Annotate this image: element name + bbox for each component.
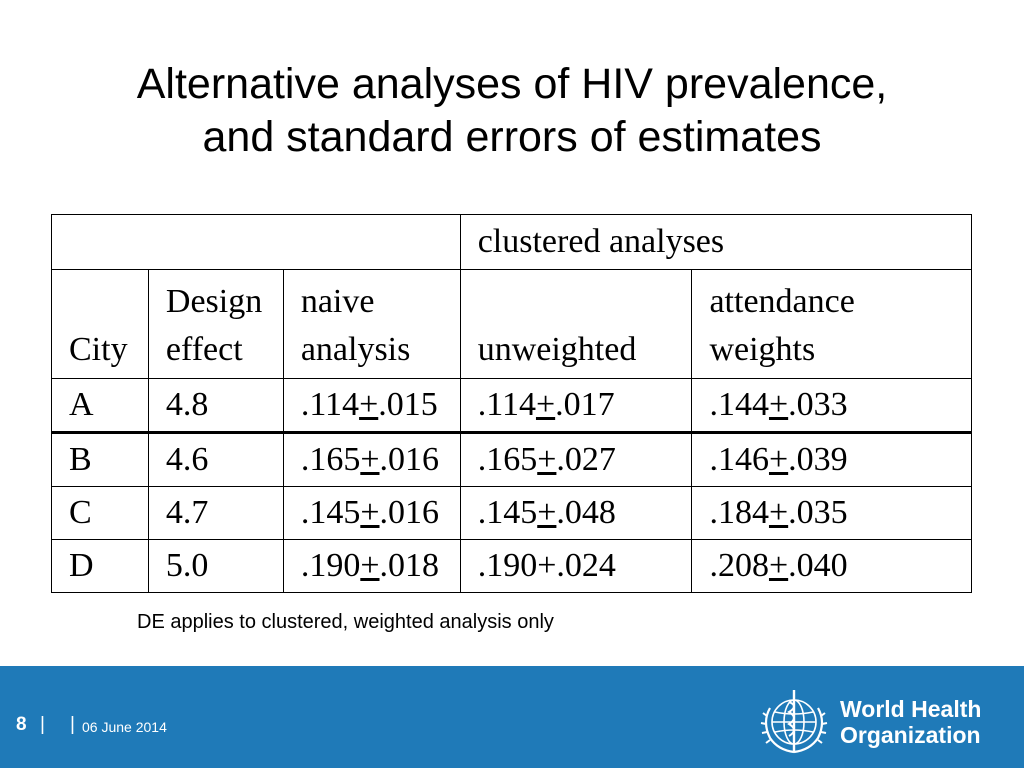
- estimate: .144: [709, 386, 769, 423]
- table-row: B 4.6 .165+.016 .165+.027 .146+.039: [51, 431, 972, 487]
- estimate: .208: [709, 547, 769, 584]
- design-header-line-1: Design: [165, 283, 263, 320]
- plus-minus: +: [359, 386, 379, 423]
- attendance-header-line-2: weights: [709, 331, 816, 368]
- who-wordmark: World Health Organization: [840, 696, 981, 748]
- table-group-header-row: clustered analyses: [51, 214, 973, 270]
- slide-footer: 8 | | 06 June 2014 World Health Organiza…: [0, 666, 1024, 768]
- design-effect-cell: 5.0: [147, 539, 284, 593]
- standard-error: .016: [379, 441, 440, 478]
- estimate: .165: [300, 441, 361, 478]
- plus-minus: +: [768, 547, 789, 584]
- standard-error: .033: [788, 386, 848, 423]
- design-effect-cell: 4.7: [147, 486, 284, 540]
- unweighted-header: unweighted: [459, 269, 693, 379]
- unweighted-cell: .114+.017: [459, 378, 693, 433]
- standard-error: .016: [379, 494, 440, 531]
- unweighted-cell: .145+.048: [459, 486, 693, 540]
- design-effect-cell: 4.6: [147, 431, 284, 487]
- footer-separator-2: |: [70, 714, 75, 735]
- empty-header-cell: [51, 214, 461, 270]
- table-column-header-row: City Design effect naive analysis unweight…: [51, 269, 972, 379]
- standard-error: .018: [379, 547, 440, 584]
- estimate: .145: [477, 494, 538, 531]
- naive-header-line-1: naive: [300, 283, 375, 320]
- attendance-weights-header: attendance weights: [691, 269, 972, 379]
- plus-minus: +: [360, 494, 380, 531]
- design-header-line-2: effect: [165, 331, 243, 368]
- estimate: .190: [477, 547, 538, 584]
- unweighted-cell: .165+.027: [459, 431, 693, 487]
- who-emblem-icon: [760, 690, 828, 754]
- standard-error: .024: [556, 547, 616, 584]
- standard-error: .039: [788, 441, 848, 478]
- standard-error: .017: [555, 386, 615, 423]
- estimate: .190: [300, 547, 361, 584]
- attendance-cell: .208+.040: [691, 539, 972, 593]
- title-line-1: Alternative analyses of HIV prevalence,: [136, 60, 888, 108]
- plus-minus: +: [768, 386, 789, 423]
- title-line-2: and standard errors of estimates: [202, 113, 822, 161]
- estimate: .114: [477, 386, 536, 423]
- estimate: .184: [709, 494, 769, 531]
- estimate: .165: [477, 441, 538, 478]
- standard-error: .035: [788, 494, 848, 531]
- estimate: .114: [300, 386, 360, 423]
- naive-analysis-header: naive analysis: [282, 269, 461, 379]
- attendance-cell: .184+.035: [691, 486, 972, 540]
- plus-minus: +: [535, 386, 556, 423]
- plus-minus: +: [537, 441, 557, 478]
- plus-minus: +: [768, 441, 789, 478]
- city-cell: D: [51, 539, 149, 593]
- standard-error: .048: [556, 494, 616, 531]
- standard-error: .027: [556, 441, 616, 478]
- city-cell: A: [51, 378, 149, 433]
- plus-minus: +: [360, 547, 380, 584]
- slide-title: Alternative analyses of HIV prevalence, …: [0, 58, 1024, 164]
- attendance-cell: .144+.033: [691, 378, 972, 433]
- clustered-analyses-header: clustered analyses: [459, 214, 973, 270]
- plus-sign: +: [537, 547, 557, 584]
- naive-cell: .190+.018: [282, 539, 461, 593]
- prevalence-table: clustered analyses City Design effect nai…: [51, 214, 973, 593]
- page-number: 8: [16, 714, 27, 735]
- city-cell: B: [51, 431, 149, 487]
- naive-cell: .145+.016: [282, 486, 461, 540]
- who-logo: World Health Organization: [756, 686, 1006, 758]
- plus-minus: +: [537, 494, 557, 531]
- footnote: DE applies to clustered, weighted analys…: [137, 611, 554, 633]
- table-row: C 4.7 .145+.016 .145+.048 .184+.035: [51, 486, 972, 540]
- standard-error: .040: [788, 547, 848, 584]
- design-effect-header: Design effect: [147, 269, 284, 379]
- plus-minus: +: [768, 494, 789, 531]
- attendance-header-line-1: attendance: [709, 283, 855, 320]
- naive-header-line-2: analysis: [300, 331, 411, 368]
- city-cell: C: [51, 486, 149, 540]
- table-row: D 5.0 .190+.018 .190+.024 .208+.040: [51, 539, 972, 593]
- footer-date: 06 June 2014: [82, 719, 167, 735]
- city-header: City: [51, 269, 149, 379]
- unweighted-cell: .190+.024: [459, 539, 693, 593]
- standard-error: .015: [378, 386, 438, 423]
- plus-minus: +: [360, 441, 380, 478]
- attendance-cell: .146+.039: [691, 431, 972, 487]
- design-effect-cell: 4.8: [147, 378, 284, 433]
- naive-cell: .165+.016: [282, 431, 461, 487]
- footer-separator: |: [40, 714, 45, 735]
- who-wordmark-line-2: Organization: [840, 722, 981, 748]
- naive-cell: .114+.015: [282, 378, 461, 433]
- table-row: A 4.8 .114+.015 .114+.017 .144+.033: [51, 378, 972, 433]
- estimate: .146: [709, 441, 769, 478]
- who-wordmark-line-1: World Health: [840, 696, 982, 722]
- estimate: .145: [300, 494, 361, 531]
